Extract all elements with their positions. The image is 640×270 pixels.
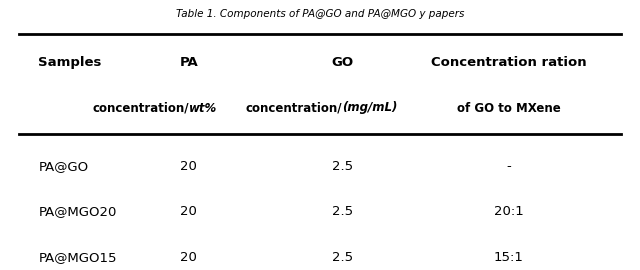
Text: PA@MGO20: PA@MGO20 [38,205,116,218]
Text: 2.5: 2.5 [332,205,353,218]
Text: 20: 20 [180,205,197,218]
Text: Concentration ration: Concentration ration [431,56,587,69]
Text: concentration/: concentration/ [246,102,342,114]
Text: of GO to MXene: of GO to MXene [457,102,561,114]
Text: Table 1. Components of PA@GO and PA@MGO y papers: Table 1. Components of PA@GO and PA@MGO … [176,9,464,19]
Text: Samples: Samples [38,56,102,69]
Text: 20:1: 20:1 [494,205,524,218]
Text: 20: 20 [180,251,197,264]
Text: PA@MGO15: PA@MGO15 [38,251,117,264]
Text: wt%: wt% [189,102,217,114]
Text: 2.5: 2.5 [332,160,353,173]
Text: (mg/mL): (mg/mL) [342,102,398,114]
Text: -: - [506,160,511,173]
Text: PA: PA [179,56,198,69]
Text: GO: GO [332,56,353,69]
Text: 20: 20 [180,160,197,173]
Text: concentration/: concentration/ [92,102,189,114]
Text: 2.5: 2.5 [332,251,353,264]
Text: 15:1: 15:1 [494,251,524,264]
Text: PA@GO: PA@GO [38,160,88,173]
